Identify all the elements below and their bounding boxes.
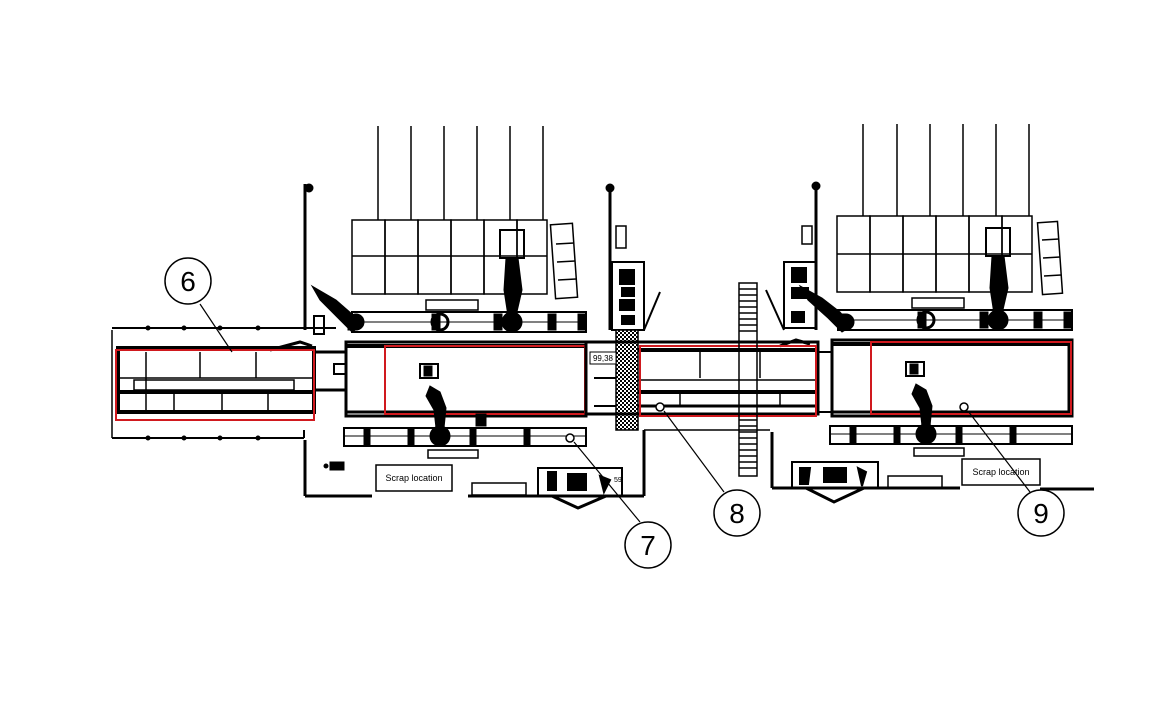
- cell-2-cabinets: [836, 124, 1064, 309]
- cell-1-fence: [303, 183, 646, 498]
- scrap-location-left: Scrap location: [375, 464, 453, 492]
- callout-9-number: 9: [1033, 498, 1049, 529]
- callout-9-circle: [1017, 489, 1065, 537]
- callout-6-circle: [164, 257, 212, 305]
- cell-1-bin: [471, 482, 527, 496]
- robot-cell-1-upper-left: [310, 284, 365, 335]
- callout-7: 7: [565, 433, 672, 569]
- robot-cell-2-upper-right: [916, 227, 1011, 331]
- highlight-zone-7: [384, 345, 586, 415]
- cell-1-lower-rail: [343, 427, 587, 459]
- callout-7-number: 7: [640, 530, 656, 561]
- callout-8-number: 8: [729, 498, 745, 529]
- robot-cell-2-lower: [905, 361, 937, 445]
- highlight-zone-8: [639, 345, 817, 417]
- callout-6: 6: [164, 257, 233, 353]
- cell-2-fence: [770, 181, 1094, 491]
- cell-1-gripper-station: 59: [537, 467, 623, 510]
- robot-cell-1-upper-right: [430, 229, 525, 333]
- callout-6-number: 6: [180, 266, 196, 297]
- highlight-zone-9: [870, 341, 1072, 415]
- callout-8: 8: [655, 402, 761, 537]
- left-infeed-conveyor: [111, 325, 336, 441]
- center-fence: [605, 183, 615, 330]
- cell-2-gripper-rack: [765, 225, 817, 331]
- cell-1-cabinets: [351, 126, 579, 311]
- dimension-label: 99,38: [593, 354, 614, 363]
- robot-cell-1-lower: [419, 363, 487, 447]
- callout-8-circle: [713, 489, 761, 537]
- cell-2-bin: [887, 475, 943, 489]
- highlight-zone-6: [115, 349, 315, 421]
- robot-cell-2-upper-left: [798, 284, 855, 333]
- cell-1-upper-rail: [347, 311, 587, 333]
- scrap-location-right-label: Scrap location: [972, 467, 1029, 477]
- center-gripper-rack: [611, 225, 661, 331]
- cell-2-lower-rail: [829, 425, 1073, 457]
- callout-9: 9: [959, 402, 1065, 537]
- center-transfer-conveyor: [584, 338, 820, 431]
- cell-1-small-part: [323, 461, 345, 471]
- cell-2-main-table: [817, 338, 1074, 418]
- cell-2-upper-rail: [837, 309, 1073, 331]
- cell-2-gripper-station: [791, 461, 879, 504]
- scrap-location-right: Scrap location: [961, 458, 1041, 486]
- cell-1-main-table: [316, 340, 588, 418]
- scrap-location-left-label: Scrap location: [385, 473, 442, 483]
- small-tag: 59: [614, 477, 622, 484]
- ladder-conveyor: [738, 282, 758, 477]
- dimension-marker: 99,38: [589, 351, 617, 365]
- callout-7-circle: [624, 521, 672, 569]
